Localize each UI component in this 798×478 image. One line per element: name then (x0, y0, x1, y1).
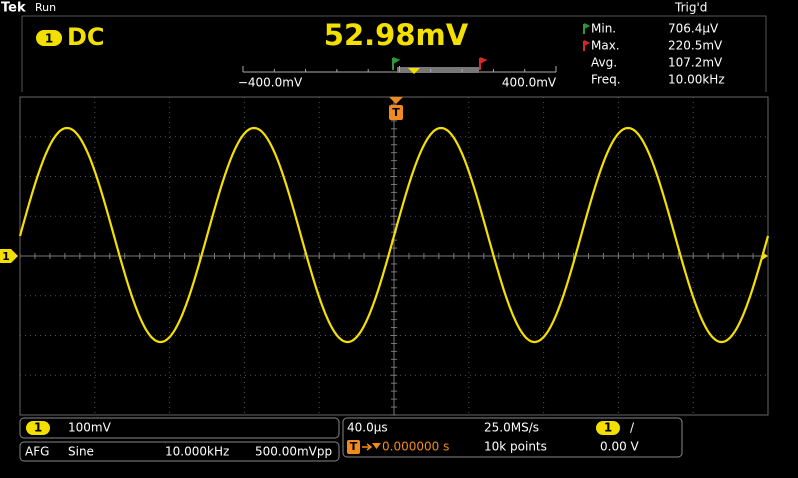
trigger-pointer (389, 97, 403, 104)
sample-rate: 25.0MS/s (484, 421, 539, 435)
channel-marker-label: 1 (2, 250, 10, 263)
measurement-value: 52.98mV (324, 18, 469, 52)
stats: Min. 706.4µV Max. 220.5mV Avg. 107.2mV Freq. 10… (591, 22, 725, 87)
stat-value: 220.5mV (668, 39, 723, 53)
stat-label: Min. (591, 22, 616, 36)
trigger-marker (389, 105, 403, 120)
trigger-slope: / (630, 421, 635, 435)
trigger-position: 0.000000 s (382, 440, 449, 454)
stat-label: Avg. (591, 56, 617, 70)
coupling: DC (67, 23, 105, 51)
stat-value: 706.4µV (668, 22, 719, 36)
afg-amplitude: 500.00mVpp (255, 445, 332, 459)
max-marker (479, 57, 488, 70)
afg-waveform: Sine (68, 445, 94, 459)
stat-value: 10.00kHz (668, 73, 725, 87)
trigger-level-marker (762, 252, 768, 260)
value-marker (408, 68, 420, 74)
scale-max: 400.0mV (502, 76, 557, 90)
channel-badge (36, 30, 62, 46)
time-per-div: 40.0µs (347, 421, 388, 435)
range-bar (397, 67, 479, 73)
stat-label: Max. (591, 39, 620, 53)
trigger-triangle (372, 443, 381, 449)
header-frame (21, 15, 767, 92)
grid (19, 96, 768, 416)
channel-marker (0, 249, 18, 263)
afg-frequency: 10.000kHz (165, 445, 229, 459)
timebase-panel[interactable] (342, 417, 683, 458)
scale-min: −400.0mV (238, 76, 303, 90)
stat-value: 107.2mV (668, 56, 723, 70)
channel-badge-label: 1 (45, 32, 53, 46)
channel-scale: 100mV (68, 421, 112, 435)
afg-source: AFG (25, 445, 49, 459)
brand: Tek (1, 1, 26, 16)
trigger-source: 1 (604, 421, 612, 435)
min-flag (583, 23, 591, 34)
channel-panel[interactable] (19, 417, 340, 439)
channel-panel-number: 1 (34, 421, 42, 435)
trigger-marker-label: T (392, 106, 400, 119)
trigger-arrow (362, 443, 373, 451)
min-marker (392, 57, 401, 70)
trigger-source-badge (596, 421, 620, 435)
scale-ticks (242, 66, 557, 72)
trigger-level: 0.00 V (600, 440, 640, 454)
afg-panel[interactable] (19, 441, 340, 462)
stat-label: Freq. (591, 73, 621, 87)
trigger-icon: T (350, 440, 358, 453)
record-length: 10k points (484, 440, 547, 454)
channel-panel-badge (26, 421, 50, 435)
waveform (18, 126, 770, 344)
run-status: Run (35, 1, 56, 14)
max-flag (583, 40, 591, 51)
trigger-status: Trig'd (674, 1, 707, 15)
trigger-icon-badge (347, 440, 360, 454)
